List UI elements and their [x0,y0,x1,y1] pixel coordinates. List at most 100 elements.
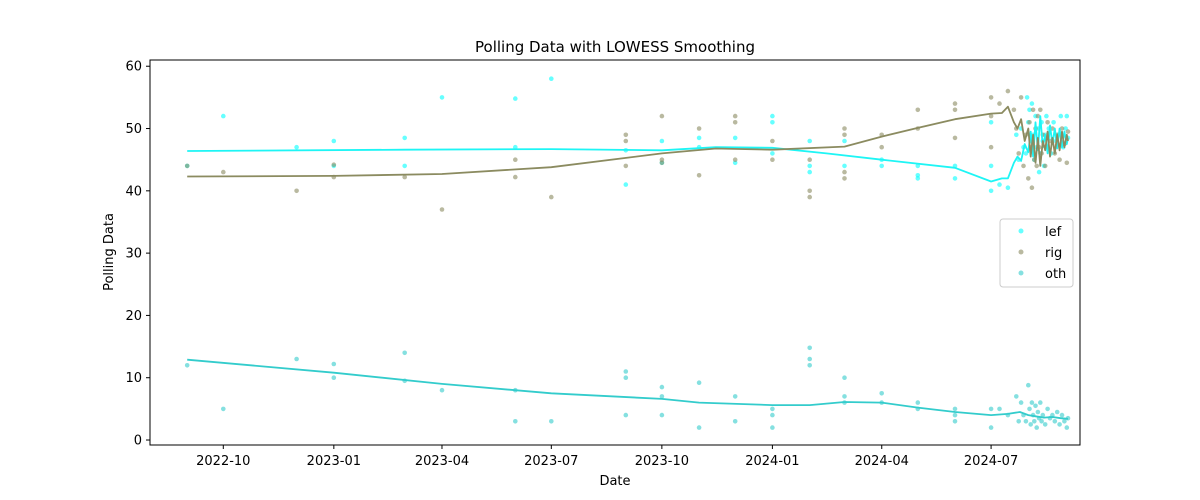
data-point-oth [952,419,958,424]
data-point-oth [331,361,337,367]
data-point-rig [696,126,702,131]
data-point-oth [184,363,190,368]
data-point-oth [402,350,408,356]
plot-area [184,76,1071,430]
data-point-oth [1034,425,1039,430]
data-point-oth [770,406,775,412]
data-point-oth [439,387,445,393]
data-point-lef [1036,169,1042,175]
data-point-oth [1035,409,1041,415]
data-point-rig [732,113,738,119]
x-tick-label: 2023-04 [415,454,469,469]
data-point-lef [1027,107,1032,113]
x-tick-label: 2024-01 [745,454,799,469]
data-point-rig [732,157,738,162]
data-point-lef [988,120,994,125]
data-point-oth [1039,419,1044,424]
y-axis-label: Polling Data [102,213,117,291]
data-point-rig [997,101,1002,106]
data-point-oth [732,419,738,424]
data-point-lef [402,135,408,141]
legend-marker-rig [1018,249,1024,255]
data-point-rig [1029,185,1035,190]
smooth-line-rig [187,105,1069,178]
data-point-oth [1040,412,1046,418]
data-point-rig [952,101,958,106]
data-point-rig [623,163,629,169]
data-point-rig [1059,126,1065,131]
data-point-oth [1045,406,1050,412]
legend-label-rig: rig [1045,246,1062,261]
data-point-oth [1027,406,1032,412]
data-point-rig [696,173,702,178]
data-point-rig [952,107,958,113]
data-point-oth [696,380,702,386]
data-point-rig [1038,107,1043,113]
y-tick-label: 30 [125,247,142,262]
data-point-lef [1024,95,1030,100]
data-point-oth [331,375,337,381]
data-point-rig [1035,113,1041,119]
data-point-rig [1026,176,1031,181]
data-point-oth [1032,419,1037,424]
data-point-lef [952,176,958,181]
data-point-oth [915,400,921,405]
data-point-lef [513,96,518,101]
x-tick-label: 2024-07 [964,454,1018,469]
data-point-rig [1065,129,1071,134]
data-point-oth [732,394,738,399]
legend-label-lef: lef [1045,225,1062,240]
data-point-rig [988,113,994,119]
y-tick-label: 60 [125,60,142,75]
data-point-oth [1059,412,1065,418]
data-point-lef [807,163,812,169]
data-point-lef [879,163,884,169]
data-point-oth [1057,422,1062,427]
data-point-rig [221,169,226,175]
data-point-oth [1064,425,1070,430]
y-tick-label: 40 [125,184,142,199]
data-point-rig [1064,160,1070,166]
data-point-oth [623,369,629,374]
data-point-oth [659,384,665,390]
data-point-rig [807,194,812,200]
legend: lef rig oth [999,218,1074,288]
data-point-rig [1042,163,1048,169]
data-point-oth [997,406,1002,412]
data-point-oth [1014,394,1019,399]
data-point-oth [1028,422,1033,427]
data-point-oth [952,406,958,412]
data-point-lef [221,113,226,119]
y-tick-label: 20 [125,309,142,324]
data-point-rig [439,207,445,212]
data-point-rig [184,163,190,169]
data-point-oth [807,356,812,362]
data-point-oth [1029,400,1035,405]
data-point-lef [549,76,554,81]
data-point-oth [879,391,884,396]
legend-marker-oth [1018,270,1024,276]
data-point-oth [1033,403,1038,409]
data-point-rig [879,144,884,150]
data-point-oth [659,394,665,399]
data-point-oth [1023,419,1029,424]
data-point-lef [623,182,629,187]
data-point-rig [549,194,554,200]
data-point-rig [659,160,665,166]
data-point-lef [696,135,702,141]
data-point-oth [988,406,994,412]
data-point-rig [842,169,847,175]
y-tick-label: 0 [134,434,142,449]
chart-title: Polling Data with LOWESS Smoothing [475,38,755,56]
x-axis-label: Date [599,474,630,489]
data-point-rig [1018,95,1024,100]
data-point-rig [1045,120,1050,125]
data-point-rig [1005,88,1011,94]
data-point-lef [1064,113,1070,119]
data-point-oth [623,412,629,418]
data-point-rig [842,176,847,181]
data-point-rig [402,174,408,180]
data-point-rig [952,135,958,141]
data-point-oth [1038,400,1043,405]
